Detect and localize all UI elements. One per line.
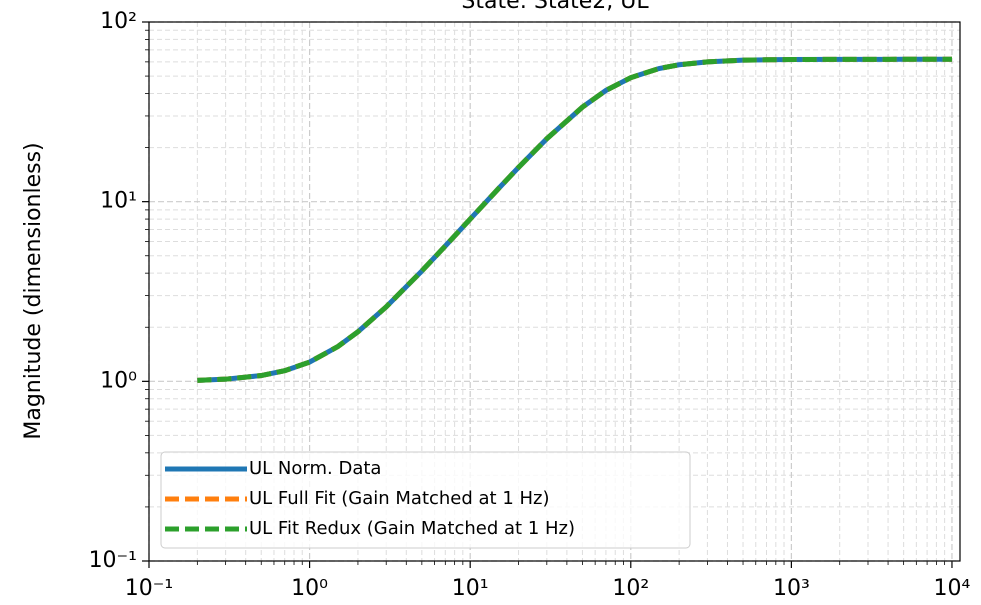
y-tick-label: 10² <box>100 9 137 34</box>
y-tick-label: 10⁰ <box>100 368 137 393</box>
legend-box <box>160 451 691 549</box>
plot-frame <box>148 21 961 562</box>
x-tick-label: 10³ <box>773 576 810 601</box>
legend-label: UL Fit Redux (Gain Matched at 1 Hz) <box>249 518 575 539</box>
x-tick-label: 10¹ <box>452 576 489 601</box>
x-tick-label: 10⁰ <box>291 576 328 601</box>
y-axis-label: Magnitude (dimensionless) <box>21 142 46 439</box>
legend-label: UL Full Fit (Gain Matched at 1 Hz) <box>249 488 550 509</box>
chart-title: State: State2, UL <box>461 0 649 14</box>
series-line <box>197 56 952 383</box>
y-tick-label: 10⁻¹ <box>89 548 137 573</box>
x-tick-label: 10⁻¹ <box>125 576 173 601</box>
x-tick-label: 10² <box>612 576 649 601</box>
x-tick-label: 10⁴ <box>934 576 971 601</box>
y-tick-label: 10¹ <box>100 189 137 214</box>
legend-label: UL Norm. Data <box>249 458 381 479</box>
series-line <box>197 56 952 383</box>
series-line <box>197 56 952 383</box>
